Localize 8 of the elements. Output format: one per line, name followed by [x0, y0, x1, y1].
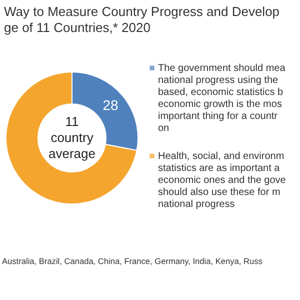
- text: Australia, Brazil, Canada, China, France, Germany, India, Kenya, Russ: [2, 256, 262, 266]
- chart-title: Way to Measure Country Progress and Develop: [4, 4, 280, 19]
- legend-label: Health, social, and environm statistics are as important a economic ones and the gove should also use these for m national progress: [158, 151, 286, 210]
- data-label: 28: [102, 97, 119, 114]
- chart-subtitle: ge of 11 Countries,* 2020: [4, 20, 150, 35]
- text: 11 country average: [48, 114, 96, 161]
- donut-slice: [6, 72, 138, 204]
- legend-label: The government should mea national progress using the based, economic statistics b economic growth is the mos important thing for a countr on: [158, 63, 286, 134]
